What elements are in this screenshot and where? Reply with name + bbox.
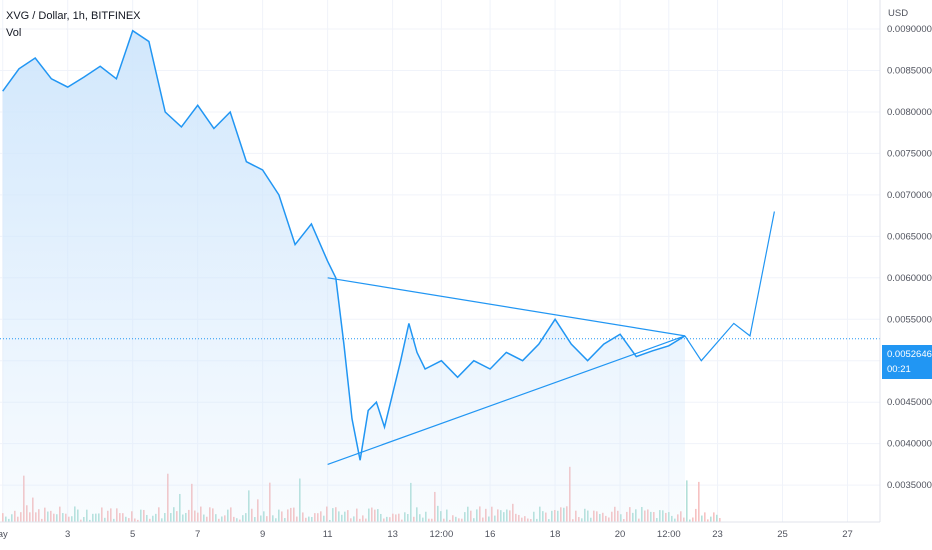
time-tick-label: 27	[842, 529, 853, 540]
volume-bar	[710, 516, 712, 522]
time-tick-label: 3	[65, 529, 70, 540]
volume-bar	[713, 512, 715, 522]
volume-bar	[686, 480, 688, 522]
time-tick-label: 11	[323, 529, 333, 540]
volume-bar	[698, 481, 700, 522]
volume-bar	[695, 508, 697, 522]
symbol-title[interactable]: XVG / Dollar, 1h, BITFINEX	[6, 10, 141, 22]
chart-legend: XVG / Dollar, 1h, BITFINEX Vol	[6, 8, 141, 42]
volume-bar	[701, 515, 703, 522]
volume-bar	[719, 518, 721, 522]
time-tick-label: 16	[485, 529, 496, 540]
volume-bar	[689, 519, 691, 522]
time-tick-label: 18	[550, 529, 561, 540]
time-tick-label: 12:00	[429, 529, 453, 540]
projection-line	[684, 211, 775, 362]
time-tick-label: 12:00	[657, 529, 681, 540]
price-area	[2, 30, 685, 522]
price-line	[2, 29, 686, 461]
volume-bar	[704, 512, 706, 522]
time-tick-label: 7	[195, 529, 200, 540]
time-tick-label: 25	[777, 529, 788, 540]
triangle-trendline	[327, 335, 686, 465]
time-tick-label: 5	[130, 529, 135, 540]
triangle-trendline	[327, 277, 686, 337]
volume-bar	[692, 517, 694, 522]
time-tick-label: 20	[615, 529, 626, 540]
volume-bar	[707, 519, 709, 522]
time-tick-label: 23	[712, 529, 723, 540]
price-unit-label: USD	[888, 8, 909, 19]
price-tick-label: 0.00900000	[887, 24, 932, 35]
volume-indicator-label[interactable]: Vol	[6, 27, 22, 39]
time-tick-label: ay	[0, 529, 8, 540]
volume-bar	[716, 514, 718, 522]
time-tick-label: 9	[260, 529, 265, 540]
time-tick-label: 13	[387, 529, 398, 540]
bar-countdown: 00:21	[887, 364, 911, 375]
